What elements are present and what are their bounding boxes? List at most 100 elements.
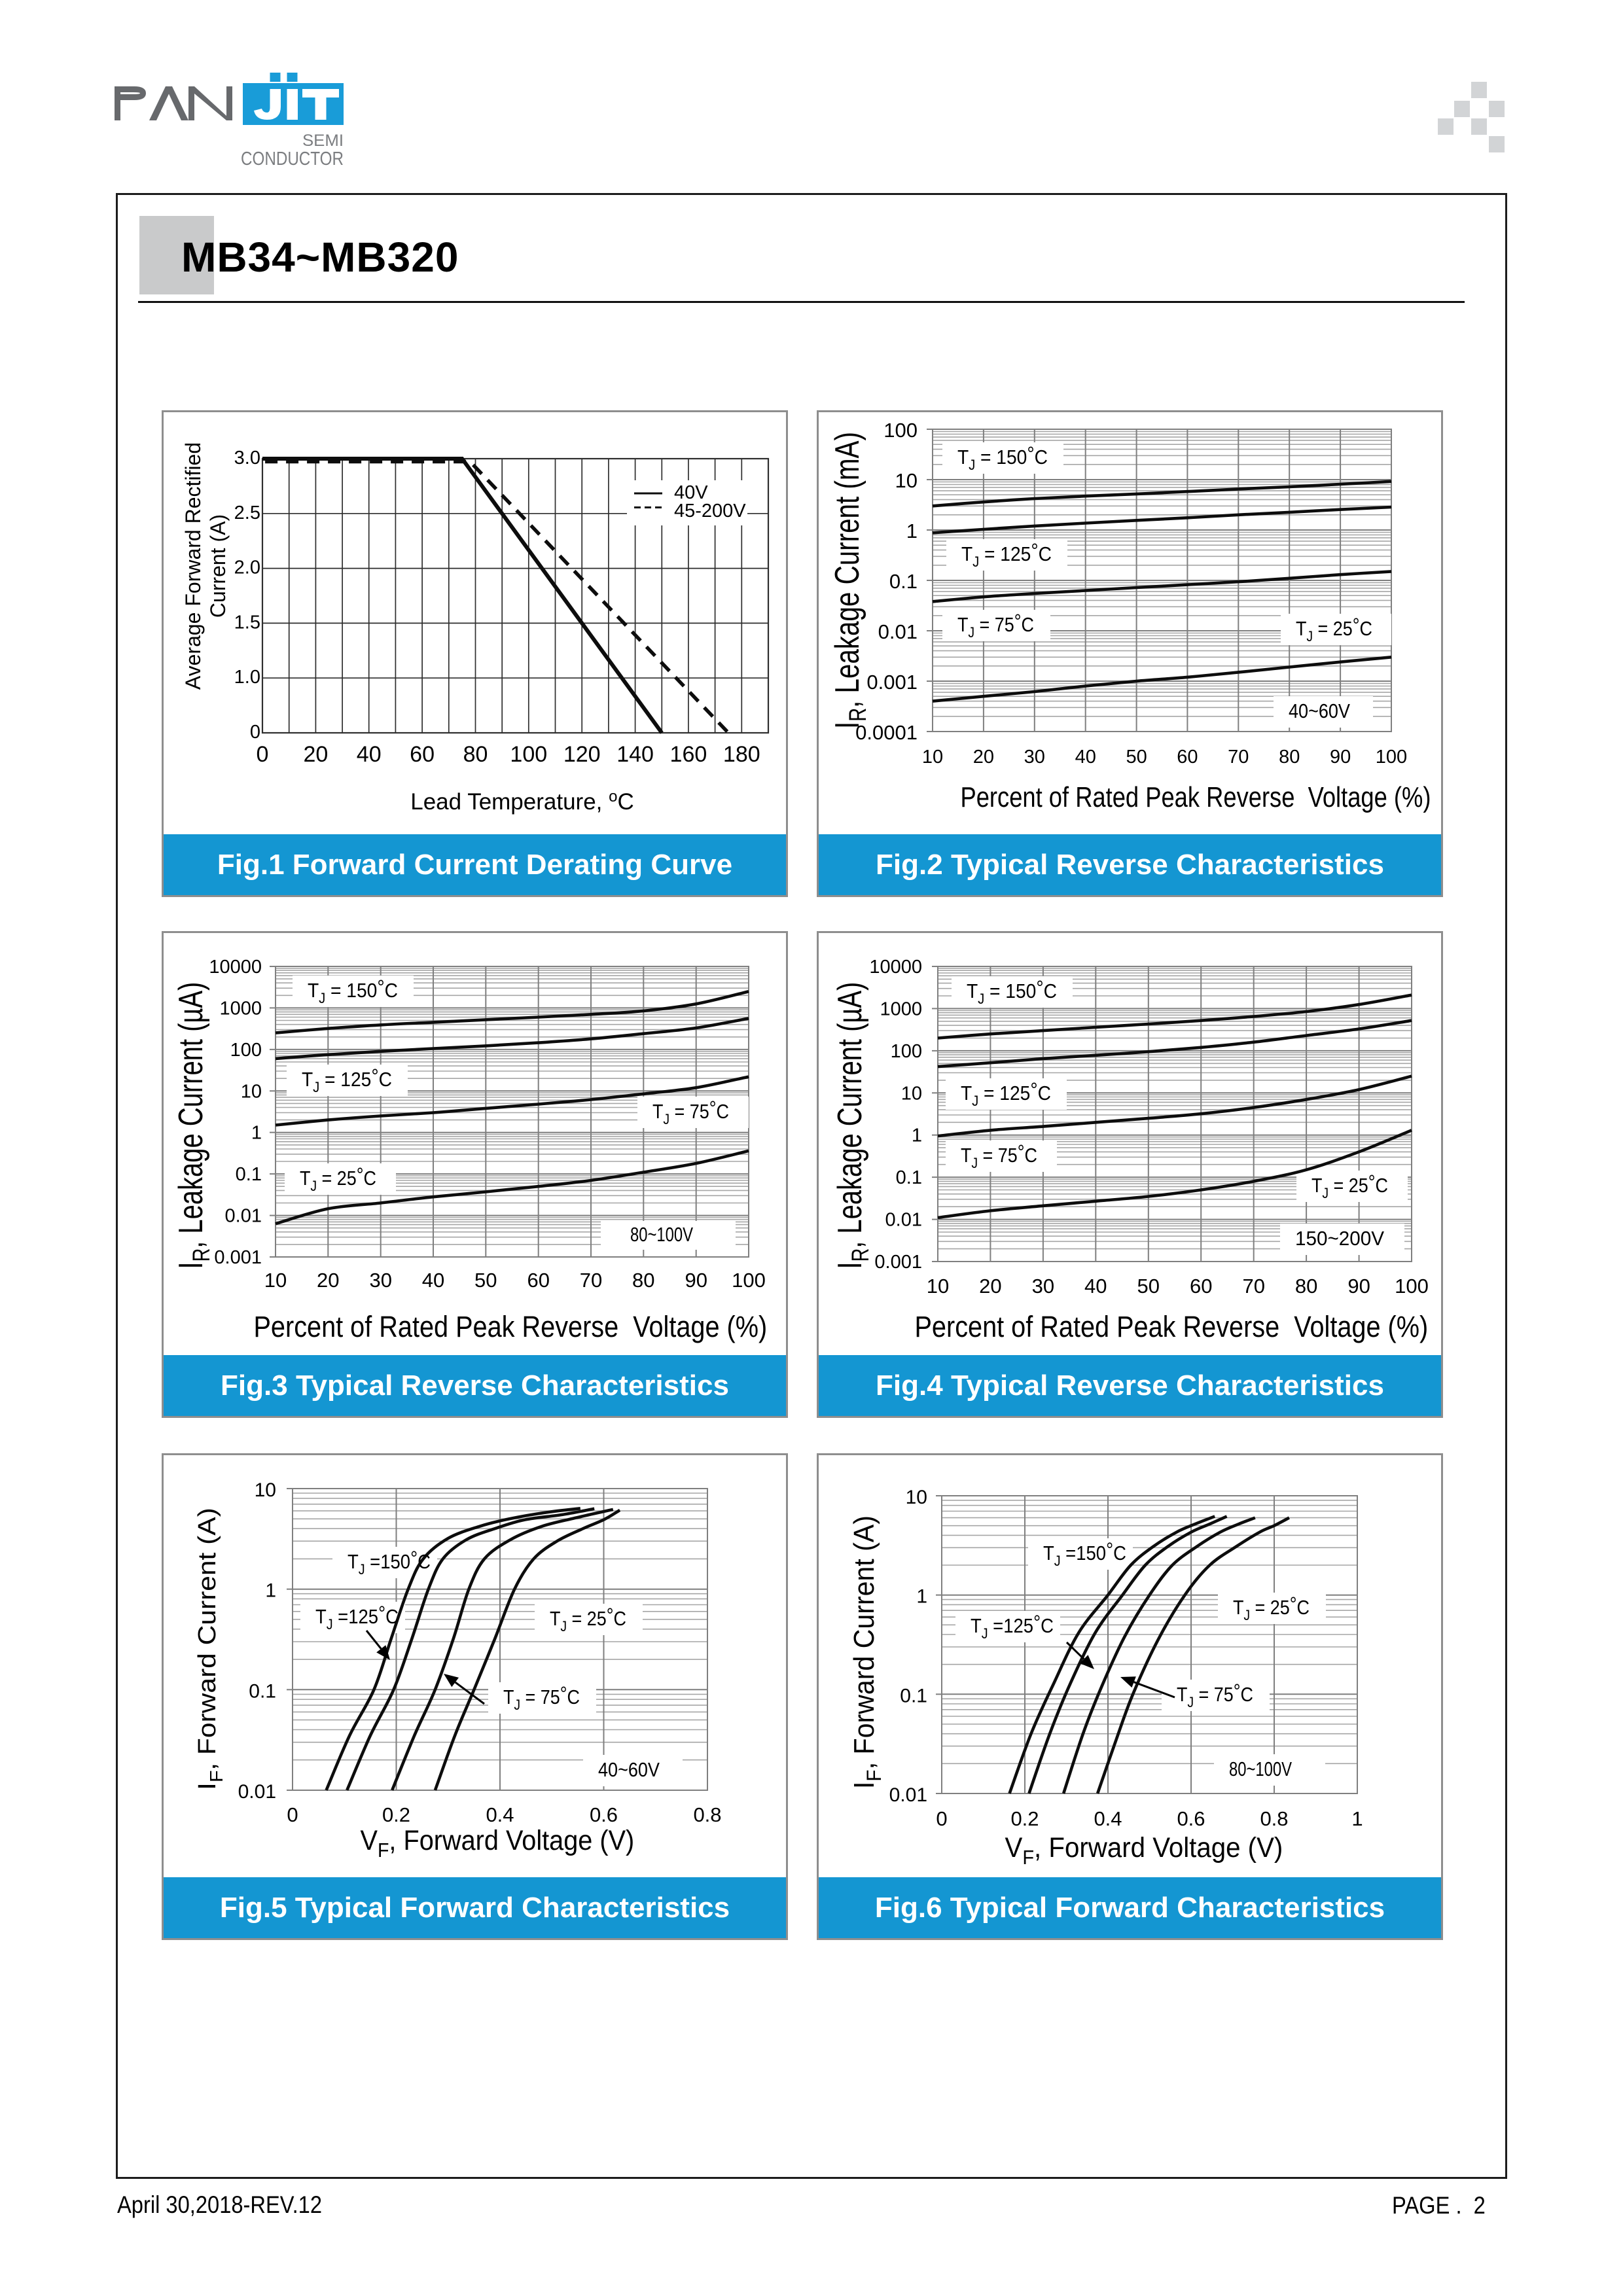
svg-text:0.1: 0.1 [896, 1167, 922, 1188]
svg-text:Percent of Rated Peak Reverse: Percent of Rated Peak Reverse Voltage (%… [253, 1311, 767, 1343]
svg-text:J: J [560, 1619, 567, 1635]
svg-text:30: 30 [1024, 747, 1045, 768]
svg-text:C: C [1113, 1542, 1126, 1564]
svg-text:10: 10 [895, 469, 918, 492]
svg-text:0.4: 0.4 [486, 1803, 514, 1826]
svg-text:50: 50 [474, 1269, 497, 1292]
svg-text:T: T [652, 1101, 664, 1123]
svg-text:J: J [313, 1079, 319, 1095]
svg-text:, Forward Current (A): , Forward Current (A) [192, 1508, 221, 1771]
svg-text:10000: 10000 [209, 957, 262, 978]
svg-text:T: T [961, 1082, 972, 1105]
svg-text:100: 100 [510, 742, 547, 767]
svg-text:0: 0 [257, 742, 269, 767]
svg-text:C: C [1038, 1082, 1051, 1105]
svg-text:80: 80 [1295, 1275, 1317, 1298]
svg-text:C: C [364, 1167, 376, 1190]
svg-text:50: 50 [1137, 1275, 1160, 1298]
svg-text:I: I [828, 722, 866, 729]
svg-text:0.001: 0.001 [874, 1252, 922, 1273]
svg-text:10000: 10000 [869, 957, 922, 978]
svg-text:J: J [969, 457, 975, 473]
svg-text:90: 90 [1330, 747, 1351, 768]
svg-text:0: 0 [936, 1807, 947, 1830]
svg-text:Lead Temperature, oC: Lead Temperature, oC [410, 788, 634, 815]
svg-text:°: ° [371, 1065, 378, 1088]
svg-text:°: ° [1290, 1593, 1297, 1616]
svg-text:J: J [310, 1178, 317, 1195]
svg-text:J: J [982, 1626, 988, 1642]
svg-text:0.1: 0.1 [900, 1685, 927, 1706]
svg-text:= 150: = 150 [975, 446, 1027, 469]
svg-text:10: 10 [906, 1487, 927, 1508]
svg-text:J: J [1322, 1186, 1329, 1202]
svg-text:°: ° [1353, 614, 1360, 637]
svg-text:2.5: 2.5 [234, 503, 260, 523]
svg-text:= 75: = 75 [520, 1686, 560, 1708]
svg-text:C: C [1376, 1174, 1388, 1197]
svg-text:I: I [848, 1782, 881, 1789]
svg-text:°: ° [1368, 1171, 1376, 1193]
svg-text:J: J [972, 554, 979, 570]
svg-text:I: I [830, 1262, 868, 1269]
svg-text:20: 20 [303, 742, 328, 767]
svg-text:°: ° [357, 1164, 364, 1186]
svg-text:45-200V: 45-200V [674, 501, 746, 521]
svg-text:C: C [1044, 980, 1057, 1003]
svg-text:J: J [1054, 1553, 1061, 1569]
svg-text:°: ° [1031, 540, 1038, 563]
svg-text:J: J [319, 990, 325, 1006]
svg-text:°: ° [1036, 977, 1043, 1000]
svg-text:= 150: = 150 [325, 980, 377, 1002]
svg-text:0.01: 0.01 [878, 620, 918, 643]
svg-text:C: C [379, 1069, 392, 1091]
svg-text:10: 10 [264, 1269, 287, 1292]
svg-text:°: ° [607, 1604, 614, 1627]
svg-text:30: 30 [1032, 1275, 1054, 1298]
svg-text:1: 1 [906, 520, 918, 542]
svg-text:C: C [1025, 1144, 1037, 1167]
svg-text:= 25: = 25 [1313, 618, 1353, 640]
svg-text:1.5: 1.5 [234, 612, 260, 633]
svg-text:J: J [1306, 629, 1313, 645]
svg-text:R: R [188, 1248, 215, 1262]
svg-text:°: ° [378, 1602, 385, 1625]
svg-text:C: C [717, 1101, 729, 1123]
svg-text:T: T [957, 446, 969, 469]
svg-text:°: ° [560, 1683, 567, 1705]
svg-text:, Leakage Current (mA): , Leakage Current (mA) [828, 432, 866, 708]
svg-text:1: 1 [1351, 1807, 1363, 1830]
svg-text:C: C [385, 1605, 399, 1628]
svg-text:C: C [1041, 1614, 1054, 1637]
svg-text:60: 60 [1190, 1275, 1212, 1298]
svg-text:CONDUCTOR: CONDUCTOR [241, 149, 344, 169]
svg-text:J: J [971, 1156, 978, 1172]
svg-text:T: T [967, 980, 978, 1003]
svg-text:20: 20 [317, 1269, 339, 1292]
svg-text:20: 20 [973, 747, 994, 768]
svg-text:°: ° [1027, 443, 1034, 466]
svg-text:= 150: = 150 [984, 980, 1036, 1003]
svg-text:T: T [1043, 1542, 1054, 1564]
svg-text:T: T [971, 1614, 982, 1637]
svg-text:2.0: 2.0 [234, 557, 260, 578]
svg-text:40: 40 [1084, 1275, 1107, 1298]
svg-text:Percent of Rated Peak Reverse: Percent of Rated Peak Reverse Voltage (%… [914, 1311, 1428, 1343]
svg-text:T: T [1311, 1174, 1323, 1197]
svg-text:60: 60 [410, 742, 435, 767]
svg-text:1: 1 [916, 1586, 927, 1608]
svg-text:0.0001: 0.0001 [855, 721, 918, 744]
svg-text:T: T [302, 1069, 313, 1091]
svg-text:= 125: = 125 [319, 1069, 371, 1091]
svg-text:= 25: = 25 [567, 1608, 607, 1630]
svg-text:, Leakage Current (µA): , Leakage Current (µA) [830, 982, 868, 1248]
svg-text:F: F [1022, 1846, 1034, 1869]
svg-text:C: C [1241, 1684, 1253, 1706]
svg-text:Average Forward Rectified: Average Forward Rectified [181, 442, 205, 690]
svg-text:40~60V: 40~60V [1289, 700, 1351, 722]
svg-text:1: 1 [265, 1580, 276, 1602]
svg-text:J: J [663, 1112, 669, 1128]
svg-text:C: C [567, 1686, 580, 1708]
svg-text:C: C [1035, 446, 1048, 469]
svg-text:T: T [957, 614, 969, 636]
